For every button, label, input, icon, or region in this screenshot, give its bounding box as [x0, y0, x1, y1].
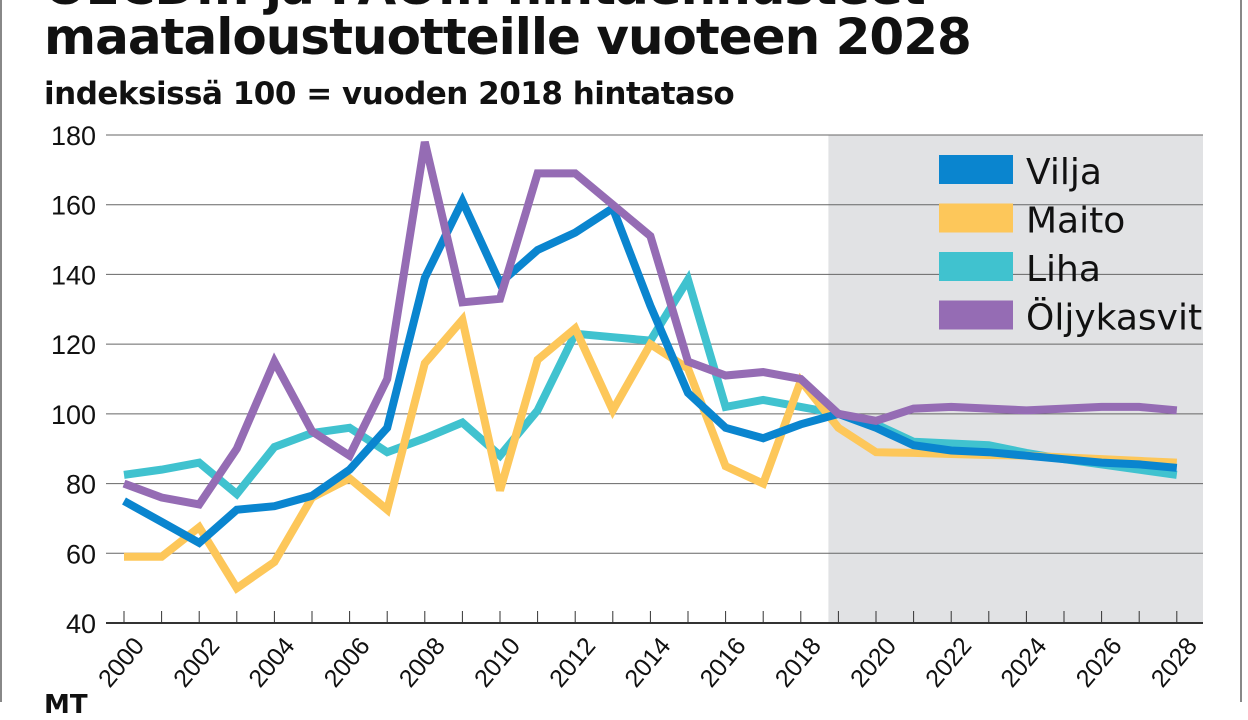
- line-chart: 40 60 80 100 120 140 160 180 2000 2002 2004 2006 200…: [51, 121, 1203, 693]
- x-tick-label: 2002: [168, 632, 225, 693]
- y-tick-label: 80: [66, 470, 96, 500]
- series-line-vilja: [122, 191, 1178, 548]
- x-tick-label: 2026: [1070, 632, 1127, 693]
- frame-right-border: [1240, 0, 1242, 702]
- legend-label: Vilja: [1026, 152, 1102, 193]
- x-tick-label: 2028: [1146, 632, 1203, 693]
- forecast-shading: [828, 135, 1203, 623]
- x-tick-label: 2010: [469, 632, 526, 693]
- y-tick-label: 60: [66, 539, 96, 569]
- x-tick-label: 2008: [394, 632, 451, 693]
- legend-swatch-liha: [939, 252, 1013, 281]
- legend-swatch-vilja: [939, 155, 1013, 184]
- y-tick-label: 160: [51, 191, 96, 221]
- x-tick-label: 2014: [619, 632, 676, 693]
- y-tick-label: 180: [51, 121, 96, 151]
- legend-swatch-maito: [939, 203, 1013, 233]
- y-tick-label: 120: [51, 330, 96, 360]
- series-line-ljykasvit: [122, 141, 1178, 509]
- y-tick-label: 100: [51, 400, 96, 430]
- x-tick-label: 2022: [920, 632, 977, 693]
- x-tick-label: 2004: [243, 632, 300, 693]
- chart-title-line-2: maataloustuotteille vuoteen 2028: [44, 8, 972, 66]
- x-tick-label: 2016: [694, 632, 751, 693]
- x-tick-label: 2018: [770, 632, 827, 693]
- x-tick-label: 2006: [318, 632, 375, 693]
- chart-title-line-1: OECD:n ja FAO:n hintaennusteet: [44, 0, 926, 16]
- legend-label: Liha: [1026, 249, 1101, 290]
- y-tick-label: 140: [51, 260, 96, 290]
- x-tick-label: 2020: [845, 632, 902, 693]
- y-tick-label: 40: [66, 609, 96, 639]
- chart-subtitle: indeksissä 100 = vuoden 2018 hintataso: [44, 76, 735, 112]
- legend: Vilja Maito Liha Öljykasvit: [939, 152, 1202, 339]
- legend-label: Öljykasvit: [1026, 297, 1202, 339]
- frame-left-border: [0, 0, 2, 702]
- x-tick-label: 2024: [995, 632, 1052, 693]
- x-tick-label: 2000: [93, 632, 150, 693]
- x-tick-label: 2012: [544, 632, 601, 693]
- legend-label: Maito: [1026, 201, 1125, 242]
- legend-swatch-ljykasvit: [939, 300, 1013, 330]
